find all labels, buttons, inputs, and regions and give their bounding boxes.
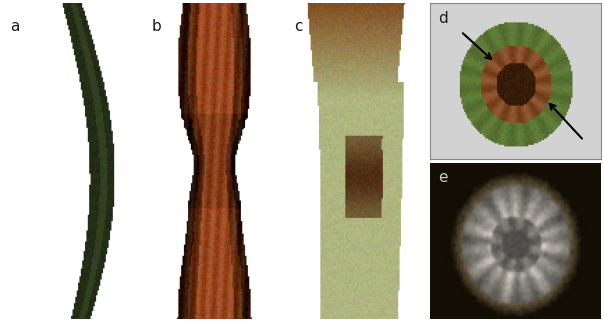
Text: b: b — [152, 19, 162, 34]
Text: a: a — [10, 19, 19, 34]
Text: e: e — [439, 170, 448, 185]
Text: d: d — [439, 11, 448, 26]
Text: c: c — [294, 19, 303, 34]
